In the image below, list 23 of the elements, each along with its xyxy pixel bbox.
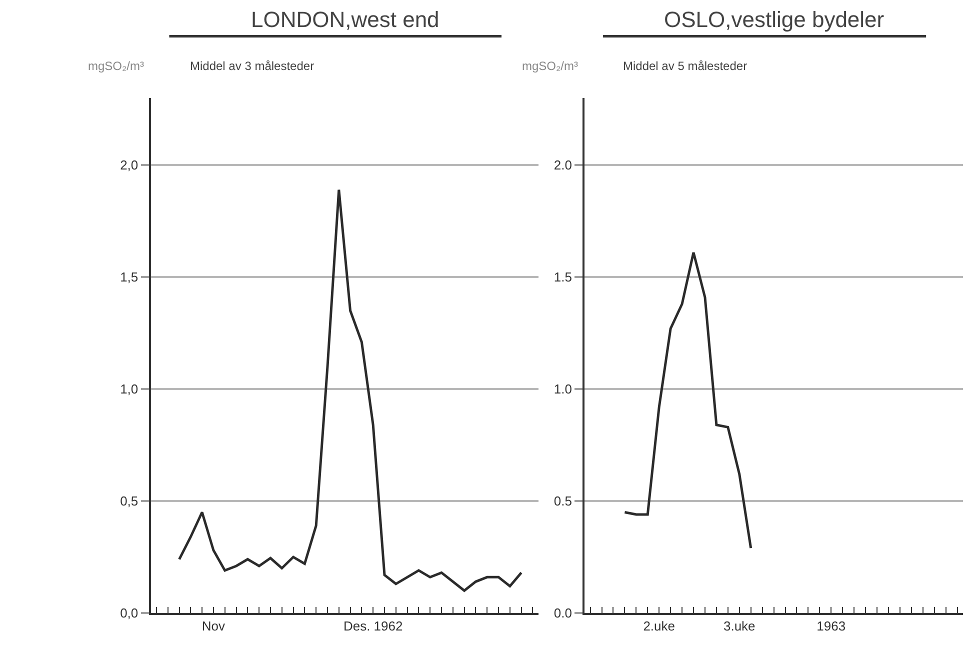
y-tick-label: 1.0	[554, 382, 572, 397]
line-series	[178, 188, 523, 592]
y-axis-title: mgSO₂/m³	[88, 59, 144, 73]
line-series	[623, 251, 752, 550]
y-tick-label: 0,5	[120, 494, 138, 509]
y-tick-label: 0,0	[120, 606, 138, 621]
y-tick-label: 0.0	[554, 606, 572, 621]
y-tick-label: 0.5	[554, 494, 572, 509]
y-tick-label: 2.0	[554, 158, 572, 173]
y-tick-label: 2,0	[120, 158, 138, 173]
y-tick-label: 1,5	[120, 270, 138, 285]
y-axis-title: mgSO₂/m³	[522, 59, 578, 73]
chart-title: OSLO,vestlige bydeler	[664, 7, 884, 32]
chart-subtitle: Middel av 3 målesteder	[190, 59, 314, 73]
chart-subtitle: Middel av 5 målesteder	[623, 59, 748, 73]
x-tick-label: 1963	[816, 618, 846, 634]
x-tick-label: Des. 1962	[343, 618, 403, 634]
x-tick-label: Nov	[202, 618, 226, 634]
x-tick-label: 2.uke	[643, 618, 676, 634]
y-tick-label: 1.5	[554, 270, 572, 285]
y-tick-label: 1,0	[120, 382, 138, 397]
x-tick-label: 3.uke	[723, 618, 756, 634]
chart-title: LONDON,west end	[251, 7, 440, 32]
